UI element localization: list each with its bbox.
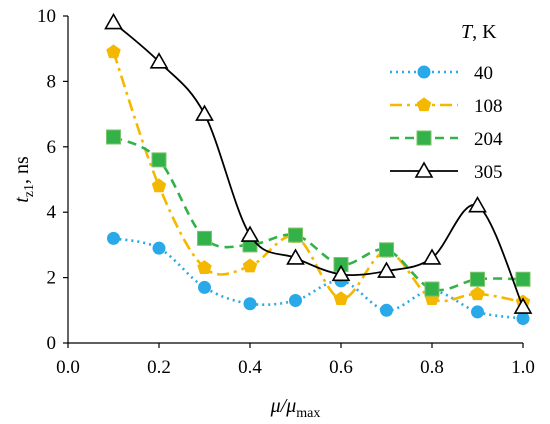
data-point-204-9 <box>515 271 531 287</box>
data-point-40-3 <box>243 297 257 311</box>
series-line-108 <box>112 51 524 304</box>
legend-label-108: 108 <box>474 96 503 117</box>
legend-marker-305 <box>414 161 434 178</box>
data-point-305-1 <box>149 52 169 69</box>
x-tick-label: 0.4 <box>238 357 262 378</box>
legend-item-204: 204 <box>390 129 503 150</box>
data-point-204-6 <box>379 242 394 258</box>
data-point-204-7 <box>424 281 440 297</box>
legend-marker-40 <box>417 65 431 79</box>
legend-title: T, K <box>461 21 497 43</box>
series-line-40 <box>113 237 524 320</box>
series-layer <box>104 12 533 325</box>
data-point-204-8 <box>470 271 485 287</box>
x-tick-label: 0.8 <box>420 357 444 378</box>
y-tick-label: 8 <box>47 71 57 92</box>
data-point-40-9 <box>516 311 530 325</box>
y-tick-label: 10 <box>37 6 56 27</box>
data-point-108-8 <box>470 286 485 301</box>
data-point-108-0 <box>106 44 121 59</box>
data-point-40-8 <box>471 305 484 319</box>
data-point-305-5 <box>331 264 351 282</box>
y-tick-label: 2 <box>47 268 57 289</box>
y-tick-label: 6 <box>47 137 57 158</box>
data-point-305-8 <box>468 196 487 213</box>
data-point-108-3 <box>242 258 258 273</box>
data-point-40-0 <box>107 231 120 245</box>
data-point-40-1 <box>152 241 166 255</box>
data-point-305-4 <box>286 248 305 265</box>
data-point-40-4 <box>289 293 302 307</box>
data-point-305-2 <box>195 104 214 121</box>
data-point-108-1 <box>151 178 167 193</box>
x-tick-label: 0.0 <box>56 357 80 378</box>
series-line-204 <box>112 135 524 292</box>
data-point-305-7 <box>422 248 442 265</box>
y-axis-title: tz1, ns <box>11 156 37 203</box>
legend-marker-204 <box>416 130 432 146</box>
data-point-204-2 <box>197 230 212 246</box>
legend-item-108: 108 <box>390 96 503 117</box>
series-204 <box>106 129 531 297</box>
legend-item-40: 40 <box>390 63 493 84</box>
data-point-204-0 <box>106 129 121 145</box>
labels: tz1, ns μ/μmax <box>11 156 320 421</box>
legend-marker-108 <box>416 97 432 112</box>
y-tick-label: 4 <box>47 202 57 223</box>
data-point-305-0 <box>104 12 123 30</box>
data-point-305-6 <box>377 261 396 278</box>
legend: T, K 40 108 204 305 <box>390 21 503 183</box>
data-point-40-6 <box>380 303 393 317</box>
axes: 0 2 4 6 8 10 0.0 0.2 0.4 0.6 0.8 1.0 <box>37 6 535 378</box>
series-line-305 <box>112 21 524 308</box>
x-axis-title: μ/μmax <box>270 395 321 421</box>
series-305 <box>104 12 533 314</box>
x-tick-label: 0.6 <box>329 357 353 378</box>
data-point-204-4 <box>288 227 303 243</box>
data-point-108-5 <box>333 291 349 306</box>
data-point-204-1 <box>151 152 167 168</box>
legend-item-305: 305 <box>390 161 503 183</box>
data-point-305-9 <box>513 297 533 314</box>
data-point-40-2 <box>198 280 211 294</box>
series-40 <box>107 231 530 325</box>
x-tick-label: 1.0 <box>511 357 535 378</box>
legend-label-204: 204 <box>474 129 503 150</box>
data-point-108-2 <box>197 260 212 274</box>
y-tick-label: 0 <box>47 333 57 354</box>
legend-label-305: 305 <box>474 162 503 183</box>
legend-label-40: 40 <box>474 63 493 84</box>
data-point-305-3 <box>240 225 260 242</box>
x-tick-label: 0.2 <box>147 357 171 378</box>
